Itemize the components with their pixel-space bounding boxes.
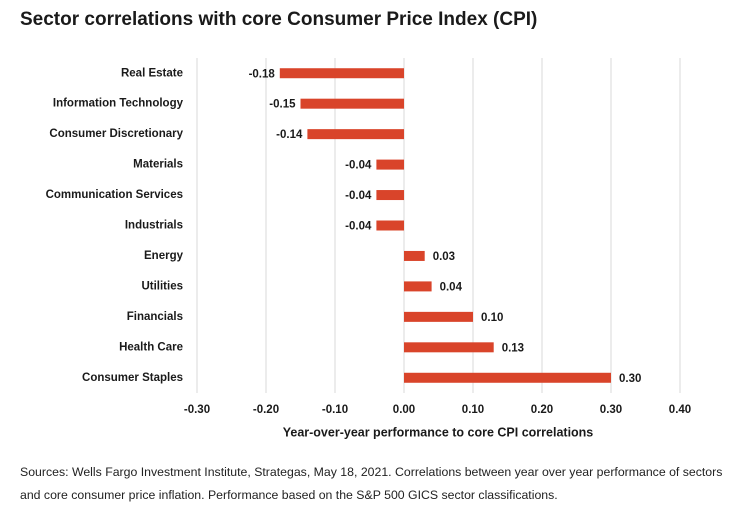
bar [300, 98, 404, 109]
chart-title: Sector correlations with core Consumer P… [20, 9, 537, 30]
value-label: 0.04 [440, 281, 463, 293]
bar [404, 311, 473, 322]
x-tick-label: 0.00 [393, 404, 415, 416]
value-label: -0.04 [345, 190, 372, 202]
value-label: -0.04 [345, 160, 372, 172]
value-label: -0.04 [345, 221, 372, 233]
x-tick-label: -0.10 [322, 404, 348, 416]
category-label: Materials [133, 159, 183, 171]
category-label: Consumer Discretionary [49, 128, 183, 140]
bar [307, 129, 404, 140]
category-label: Industrials [125, 220, 183, 232]
x-tick-label: 0.10 [462, 404, 484, 416]
bar [404, 281, 432, 292]
chart: Sector correlations with core Consumer P… [20, 9, 691, 439]
bar [376, 190, 404, 201]
x-axis-title: Year-over-year performance to core CPI c… [283, 425, 594, 439]
bar [404, 342, 494, 353]
category-label: Utilities [141, 280, 183, 292]
category-label: Real Estate [121, 67, 183, 79]
category-label: Consumer Staples [82, 372, 183, 384]
bar [279, 68, 404, 79]
value-label: 0.10 [481, 312, 503, 324]
category-label: Communication Services [46, 189, 183, 201]
value-label: 0.03 [433, 251, 455, 263]
value-label: 0.30 [619, 373, 641, 385]
bar [376, 220, 404, 231]
bar [404, 250, 425, 261]
x-tick-label: 0.20 [531, 404, 553, 416]
x-tick-label: 0.30 [600, 404, 622, 416]
category-label: Information Technology [53, 98, 184, 110]
x-tick-label: -0.20 [253, 404, 279, 416]
x-tick-label: 0.40 [669, 404, 691, 416]
bar [376, 159, 404, 170]
category-label: Energy [144, 250, 184, 262]
value-label: -0.14 [276, 129, 303, 141]
category-label: Financials [127, 311, 183, 323]
bar [404, 372, 611, 383]
x-tick-label: -0.30 [184, 404, 210, 416]
value-label: -0.18 [249, 68, 276, 80]
value-label: -0.15 [269, 99, 296, 111]
value-label: 0.13 [502, 342, 524, 354]
category-label: Health Care [119, 341, 183, 353]
source-note: Sources: Wells Fargo Investment Institut… [20, 465, 723, 502]
